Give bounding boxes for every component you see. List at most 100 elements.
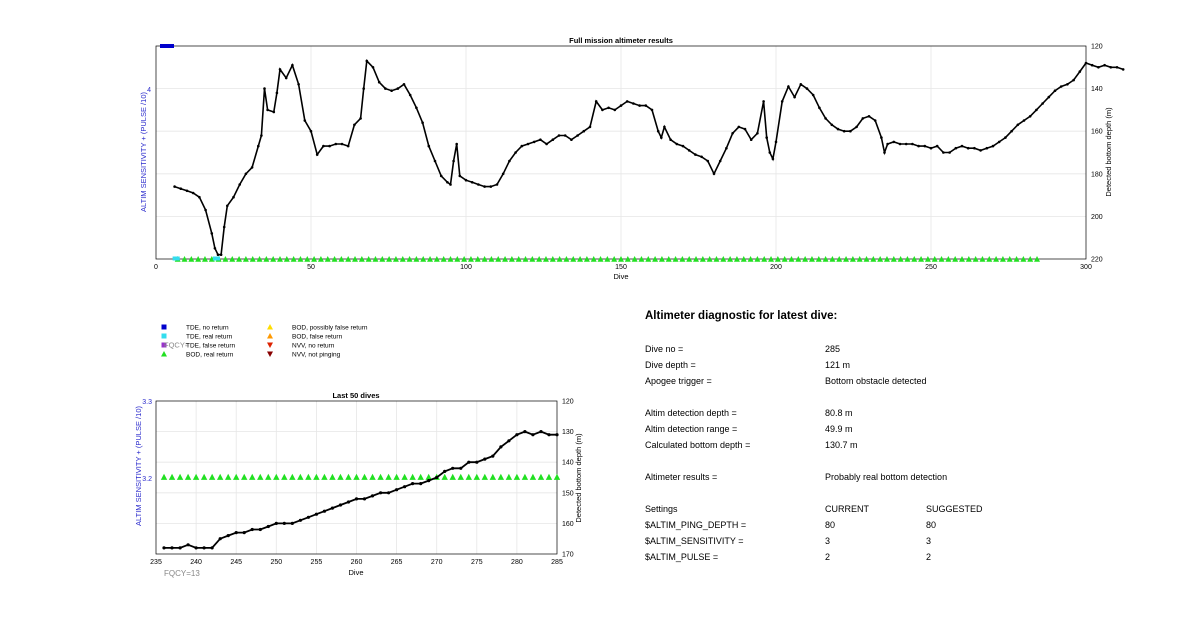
depth-point: [322, 144, 325, 148]
bod-real-marker: [409, 473, 416, 480]
bod-real-marker: [822, 256, 829, 262]
bod-real-marker: [488, 256, 495, 262]
depth-point: [354, 497, 359, 501]
small-bod-markers: [160, 473, 561, 480]
depth-line: [164, 430, 557, 549]
depth-point: [475, 460, 479, 464]
depth-point: [638, 104, 641, 107]
tde-real-marker: [172, 256, 177, 261]
bod-real-marker: [224, 473, 232, 480]
depth-point: [306, 515, 310, 519]
depth-point: [861, 117, 865, 120]
bod-real-marker: [815, 256, 822, 262]
small-fqcy-label: FQCY=13: [164, 569, 200, 578]
bod-real-marker: [795, 256, 802, 262]
depth-point: [411, 482, 415, 486]
bod-real-marker: [679, 256, 686, 262]
bod-real-marker: [658, 256, 665, 262]
depth-point: [191, 191, 195, 195]
depth-point: [309, 129, 313, 133]
depth-point: [526, 142, 530, 146]
bod-real-marker: [365, 256, 372, 262]
main-depth-series: [173, 59, 1125, 256]
bod-real-marker: [924, 256, 931, 262]
bod-real-marker: [233, 473, 240, 480]
depth-point: [551, 138, 555, 141]
depth-point: [257, 144, 260, 148]
depth-point: [408, 93, 412, 97]
bod-real-marker: [618, 256, 624, 262]
depth-point: [179, 187, 183, 190]
depth-point: [880, 136, 883, 139]
depth-point: [799, 83, 803, 86]
depth-point: [403, 485, 407, 489]
depth-point: [234, 531, 238, 535]
depth-point: [898, 142, 902, 146]
bod-real-marker: [386, 256, 393, 262]
depth-point: [1004, 136, 1007, 139]
legend-label: TDE, no return: [186, 325, 229, 332]
legend-label: NVV, not pinging: [292, 352, 341, 359]
depth-point: [1010, 129, 1013, 133]
legend-label: BOD, possibly false return: [292, 325, 368, 332]
y-tick-label: 220: [1091, 257, 1103, 264]
bod-real-marker: [283, 256, 290, 262]
depth-point: [737, 125, 741, 129]
depth-point: [1072, 78, 1075, 82]
depth-point: [226, 204, 229, 208]
depth-point: [451, 466, 455, 470]
depth-point: [547, 433, 551, 437]
bod-real-marker: [195, 256, 202, 262]
bod-real-marker: [553, 473, 561, 480]
bod-real-marker: [870, 256, 877, 262]
depth-point: [694, 153, 697, 156]
depth-point: [979, 149, 982, 152]
depth-point: [811, 93, 815, 97]
depth-point: [274, 521, 278, 526]
bod-real-marker: [918, 256, 925, 262]
depth-point: [805, 87, 809, 90]
depth-point: [483, 457, 487, 461]
bod-real-marker: [624, 256, 631, 262]
depth-point: [210, 546, 214, 550]
bod-real-marker: [465, 473, 472, 480]
depth-point: [362, 87, 366, 90]
depth-point: [467, 460, 471, 464]
setting-row-sensitivity: $ALTIM_SENSITIVITY = 3 3: [645, 536, 932, 546]
depth-point: [555, 433, 559, 437]
bod-real-marker: [311, 256, 318, 262]
bod-real-marker: [329, 473, 336, 480]
bod-real-marker: [788, 256, 795, 262]
main-x-axis-label: Dive: [613, 272, 628, 281]
depth-point: [1066, 83, 1069, 86]
depth-point: [632, 102, 635, 105]
bod-real-marker: [265, 473, 272, 480]
legend-marker: [161, 351, 167, 357]
bod-real-marker: [515, 256, 522, 262]
bod-real-marker: [522, 256, 529, 262]
depth-point: [470, 181, 474, 184]
bod-real-marker: [481, 256, 488, 262]
depth-point: [749, 138, 753, 141]
bod-real-marker: [768, 256, 775, 262]
bod-real-marker: [392, 256, 399, 262]
depth-point: [849, 129, 852, 133]
bod-real-marker: [897, 256, 904, 262]
bod-real-marker: [441, 473, 448, 480]
bod-real-marker: [1020, 256, 1027, 262]
bod-real-marker: [353, 473, 360, 480]
bod-real-marker: [931, 256, 938, 262]
x-tick-label: 150: [615, 264, 627, 271]
depth-point: [570, 138, 573, 141]
depth-point: [855, 125, 858, 129]
bod-real-marker: [331, 256, 338, 262]
depth-point: [607, 106, 610, 110]
depth-point: [443, 469, 447, 473]
depth-point: [459, 466, 463, 470]
depth-point: [917, 144, 920, 148]
depth-point: [1115, 66, 1119, 69]
bod-real-marker: [385, 473, 392, 480]
bod-real-marker: [236, 256, 243, 262]
bod-real-marker: [317, 256, 324, 262]
depth-point: [731, 132, 734, 135]
